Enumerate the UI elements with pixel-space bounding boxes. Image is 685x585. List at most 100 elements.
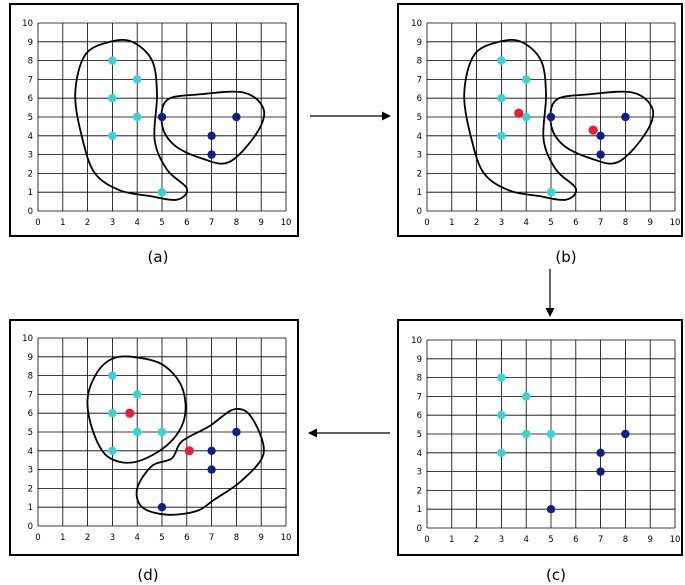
panel-frame bbox=[397, 319, 683, 556]
x-tick-label: 8 bbox=[623, 218, 628, 228]
centroid-point bbox=[184, 446, 194, 456]
y-tick-label: 10 bbox=[411, 19, 422, 29]
data-point-cluster-b bbox=[621, 112, 630, 122]
cluster-boundary bbox=[74, 38, 189, 201]
panel-a: 0 1 2 3 4 5 6 7 8 9 10 0 1 2 3 4 5 6 7 8 9 10 bbox=[9, 3, 299, 237]
x-tick-label: 3 bbox=[499, 535, 504, 545]
data-point-cluster-b bbox=[621, 429, 630, 439]
x-tick-label: 9 bbox=[647, 218, 652, 228]
panel-b: 0 1 2 3 4 5 6 7 8 9 10 0 1 2 3 4 5 6 7 8 9 10 bbox=[397, 3, 683, 237]
centroid-point bbox=[588, 125, 598, 135]
x-tick-label: 6 bbox=[573, 218, 578, 228]
y-tick-label: 1 bbox=[417, 188, 422, 198]
y-tick-label: 7 bbox=[28, 390, 33, 400]
x-tick-label: 1 bbox=[60, 218, 65, 228]
data-point-cluster-a bbox=[522, 392, 531, 401]
caption-b: (b) bbox=[555, 248, 576, 266]
y-tick-label: 9 bbox=[417, 355, 422, 365]
x-tick-label: 7 bbox=[209, 533, 214, 543]
y-tick-label: 6 bbox=[28, 94, 33, 104]
cluster-boundary bbox=[160, 90, 266, 165]
data-point-cluster-a bbox=[108, 446, 117, 455]
x-tick-label: 6 bbox=[184, 533, 189, 543]
y-tick-label: 8 bbox=[28, 372, 33, 382]
panel-c: 0 1 2 3 4 5 6 7 8 9 10 0 1 2 3 4 5 6 7 8 9 10 bbox=[397, 319, 683, 556]
cluster-boundary bbox=[549, 90, 655, 165]
data-point-cluster-b bbox=[596, 131, 605, 140]
x-tick-label: 0 bbox=[35, 533, 40, 543]
data-point-cluster-a bbox=[133, 112, 142, 122]
y-tick-label: 9 bbox=[28, 353, 33, 363]
data-point-cluster-b bbox=[232, 427, 241, 437]
y-tick-label: 5 bbox=[417, 113, 422, 123]
data-point-cluster-b bbox=[207, 446, 216, 455]
x-tick-label: 3 bbox=[499, 218, 504, 228]
data-point-cluster-a bbox=[497, 373, 506, 382]
data-point-cluster-b bbox=[207, 150, 216, 159]
y-tick-label: 7 bbox=[417, 392, 422, 402]
x-tick-label: 10 bbox=[670, 218, 681, 228]
y-tick-label: 2 bbox=[28, 169, 33, 179]
data-point-cluster-a bbox=[497, 56, 506, 65]
x-tick-label: 10 bbox=[670, 535, 681, 545]
y-tick-label: 3 bbox=[417, 468, 422, 478]
y-tick-label: 5 bbox=[417, 430, 422, 440]
y-tick-label: 4 bbox=[417, 449, 422, 459]
data-point-cluster-b bbox=[207, 131, 216, 140]
y-tick-label: 4 bbox=[28, 447, 33, 457]
cluster-boundary bbox=[135, 408, 265, 516]
y-tick-label: 0 bbox=[28, 522, 33, 532]
caption-a: (a) bbox=[148, 248, 169, 266]
y-tick-label: 10 bbox=[22, 334, 33, 344]
x-tick-label: 4 bbox=[134, 218, 139, 228]
y-tick-label: 9 bbox=[417, 38, 422, 48]
data-point-cluster-a bbox=[546, 429, 556, 439]
x-tick-label: 5 bbox=[548, 218, 553, 228]
y-tick-label: 0 bbox=[417, 524, 422, 534]
data-point-cluster-b bbox=[596, 467, 605, 476]
panel-d: 0 1 2 3 4 5 6 7 8 9 10 0 1 2 3 4 5 6 7 8 9 10 bbox=[9, 319, 299, 556]
x-tick-label: 0 bbox=[424, 218, 429, 228]
y-tick-label: 1 bbox=[28, 188, 33, 198]
data-point-cluster-a bbox=[108, 56, 117, 65]
y-tick-label: 10 bbox=[22, 19, 33, 29]
data-point-cluster-a bbox=[157, 188, 167, 197]
x-tick-label: 5 bbox=[548, 535, 553, 545]
y-tick-label: 7 bbox=[28, 75, 33, 85]
x-tick-label: 3 bbox=[110, 533, 115, 543]
x-tick-label: 7 bbox=[598, 535, 603, 545]
cluster-boundary bbox=[86, 355, 187, 464]
data-point-cluster-a bbox=[157, 427, 167, 437]
data-point-cluster-b bbox=[596, 448, 605, 457]
caption-d: (d) bbox=[137, 566, 158, 584]
x-tick-label: 7 bbox=[598, 218, 603, 228]
data-point-cluster-b bbox=[546, 505, 556, 514]
y-tick-label: 6 bbox=[417, 94, 422, 104]
y-tick-label: 2 bbox=[417, 486, 422, 496]
x-tick-label: 2 bbox=[474, 535, 479, 545]
x-tick-label: 2 bbox=[474, 218, 479, 228]
x-tick-label: 10 bbox=[281, 218, 292, 228]
y-tick-label: 3 bbox=[28, 466, 33, 476]
y-tick-label: 10 bbox=[411, 336, 422, 346]
data-point-cluster-a bbox=[522, 75, 531, 84]
x-tick-label: 8 bbox=[234, 218, 239, 228]
y-tick-label: 2 bbox=[417, 169, 422, 179]
x-tick-label: 7 bbox=[209, 218, 214, 228]
grid bbox=[426, 22, 676, 212]
x-tick-label: 2 bbox=[85, 533, 90, 543]
x-tick-label: 0 bbox=[424, 535, 429, 545]
x-tick-label: 6 bbox=[573, 535, 578, 545]
cluster-boundary bbox=[463, 38, 578, 201]
data-point-cluster-a bbox=[108, 94, 117, 103]
x-tick-label: 5 bbox=[159, 533, 164, 543]
x-tick-label: 9 bbox=[647, 535, 652, 545]
y-tick-label: 7 bbox=[417, 75, 422, 85]
data-point-cluster-a bbox=[546, 188, 556, 197]
x-tick-label: 4 bbox=[523, 535, 528, 545]
x-tick-label: 3 bbox=[110, 218, 115, 228]
data-point-cluster-b bbox=[232, 112, 241, 122]
y-tick-label: 1 bbox=[417, 505, 422, 515]
grid bbox=[37, 22, 287, 212]
